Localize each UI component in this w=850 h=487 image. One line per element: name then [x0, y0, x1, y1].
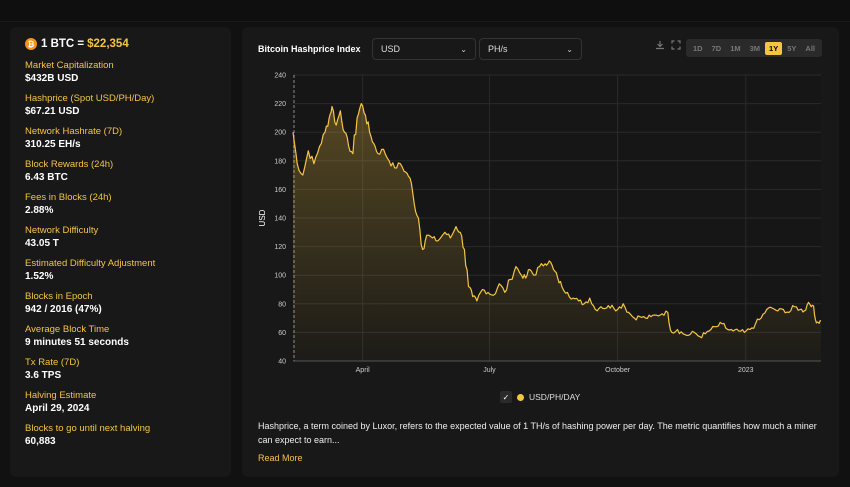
currency-select-value: USD [381, 44, 401, 54]
y-tick-label: 180 [274, 158, 286, 165]
stat-value: 9 minutes 51 seconds [25, 337, 129, 348]
stat-label: Blocks in Epoch [25, 291, 93, 302]
stat-item: Blocks in Epoch 942 / 2016 (47%) [25, 290, 216, 317]
stat-value: April 29, 2024 [25, 403, 90, 414]
y-tick-label: 160 [274, 187, 286, 194]
chevron-down-icon: ⌄ [460, 44, 467, 54]
stat-label: Market Capitalization [25, 60, 114, 71]
stat-item: Estimated Difficulty Adjustment 1.52% [25, 257, 216, 284]
y-axis-label: USD [258, 209, 267, 226]
currency-select[interactable]: USD ⌄ [372, 38, 476, 60]
x-tick-label: April [356, 367, 370, 374]
x-tick-label: October [605, 367, 631, 374]
stat-label: Block Rewards (24h) [25, 159, 114, 170]
y-tick-label: 100 [274, 273, 286, 280]
y-tick-label: 220 [274, 101, 286, 108]
stat-value: $432B USD [25, 73, 79, 84]
range-selector: 1D 7D 1M 3M 1Y 5Y All [686, 39, 822, 57]
stat-label: Halving Estimate [25, 390, 97, 401]
stat-item: Market Capitalization $432B USD [25, 59, 216, 86]
stat-value: 6.43 BTC [25, 172, 68, 183]
stat-value: 3.6 TPS [25, 370, 62, 381]
hashprice-chart[interactable]: 40 60 80 100 120 140 160 180 200 220 240 April July O… [242, 27, 839, 387]
stat-value: 1.52% [25, 271, 54, 282]
stat-value: 310.25 EH/s [25, 139, 81, 150]
network-stats-panel: ₿ 1 BTC = $22,354 Market Capitalization $… [10, 27, 231, 477]
series-line [292, 103, 822, 339]
unit-select[interactable]: PH/s ⌄ [479, 38, 582, 60]
hashprice-chart-panel: 40 60 80 100 120 140 160 180 200 220 240 April July O… [242, 27, 839, 477]
btc-price: ₿ 1 BTC = $22,354 [25, 38, 216, 50]
y-tick-label: 40 [278, 359, 286, 366]
fullscreen-icon[interactable] [671, 40, 681, 53]
top-bar [0, 0, 850, 22]
stat-item: Halving Estimate April 29, 2024 [25, 389, 216, 416]
stat-item: Hashprice (Spot USD/PH/Day) $67.21 USD [25, 92, 216, 119]
stat-item: Tx Rate (7D) 3.6 TPS [25, 356, 216, 383]
chart-title: Bitcoin Hashprice Index [258, 44, 361, 54]
legend-label: USD/PH/DAY [529, 392, 581, 402]
y-tick-label: 200 [274, 130, 286, 137]
stat-value: 60,883 [25, 436, 56, 447]
stat-item: Network Hashrate (7D) 310.25 EH/s [25, 125, 216, 152]
stat-label: Tx Rate (7D) [25, 357, 80, 368]
chart-legend[interactable]: ✓ USD/PH/DAY [500, 391, 580, 403]
y-tick-label: 60 [278, 330, 286, 337]
stat-item: Average Block Time 9 minutes 51 seconds [25, 323, 216, 350]
y-tick-label: 120 [274, 244, 286, 251]
range-button-5y[interactable]: 5Y [787, 43, 797, 53]
legend-swatch [517, 393, 524, 401]
stats-list: Market Capitalization $432B USD Hashprice … [25, 59, 216, 449]
stat-item: Blocks to go until next halving 60,883 [25, 422, 216, 449]
y-tick-label: 80 [278, 301, 286, 308]
y-tick-label: 140 [274, 216, 286, 223]
stat-label: Hashprice (Spot USD/PH/Day) [25, 93, 155, 104]
stat-label: Fees in Blocks (24h) [25, 192, 112, 203]
bitcoin-icon: ₿ [25, 38, 37, 50]
stat-item: Block Rewards (24h) 6.43 BTC [25, 158, 216, 185]
range-button-1y[interactable]: 1Y [765, 41, 783, 55]
stat-value: 43.05 T [25, 238, 59, 249]
stat-label: Network Hashrate (7D) [25, 126, 123, 137]
stat-label: Network Difficulty [25, 225, 99, 236]
stat-item: Fees in Blocks (24h) 2.88% [25, 191, 216, 218]
range-button-7d[interactable]: 7D [711, 43, 722, 53]
stat-value: 2.88% [25, 205, 54, 216]
chevron-down-icon: ⌄ [566, 44, 573, 54]
stat-value: 942 / 2016 (47%) [25, 304, 102, 315]
range-button-3m[interactable]: 3M [749, 43, 761, 53]
x-tick-label: 2023 [738, 367, 754, 374]
y-tick-label: 240 [274, 73, 286, 80]
stat-label: Average Block Time [25, 324, 110, 335]
chart-description: Hashprice, a term coined by Luxor, refer… [258, 421, 817, 445]
stat-item: Network Difficulty 43.05 T [25, 224, 216, 251]
price-label: 1 BTC = [41, 38, 85, 50]
range-button-1d[interactable]: 1D [693, 43, 703, 53]
series-area [293, 103, 821, 361]
range-button-all[interactable]: All [805, 43, 815, 53]
read-more-link[interactable]: Read More [258, 453, 303, 463]
checkmark-icon[interactable]: ✓ [500, 391, 512, 403]
x-tick-label: July [483, 367, 496, 374]
range-button-1m[interactable]: 1M [730, 43, 741, 53]
stat-label: Blocks to go until next halving [25, 423, 151, 434]
stat-value: $67.21 USD [25, 106, 80, 117]
chart-tools [655, 40, 681, 53]
stat-label: Estimated Difficulty Adjustment [25, 258, 156, 269]
unit-select-value: PH/s [488, 44, 508, 54]
download-icon[interactable] [655, 40, 665, 53]
price-value: $22,354 [87, 38, 129, 50]
